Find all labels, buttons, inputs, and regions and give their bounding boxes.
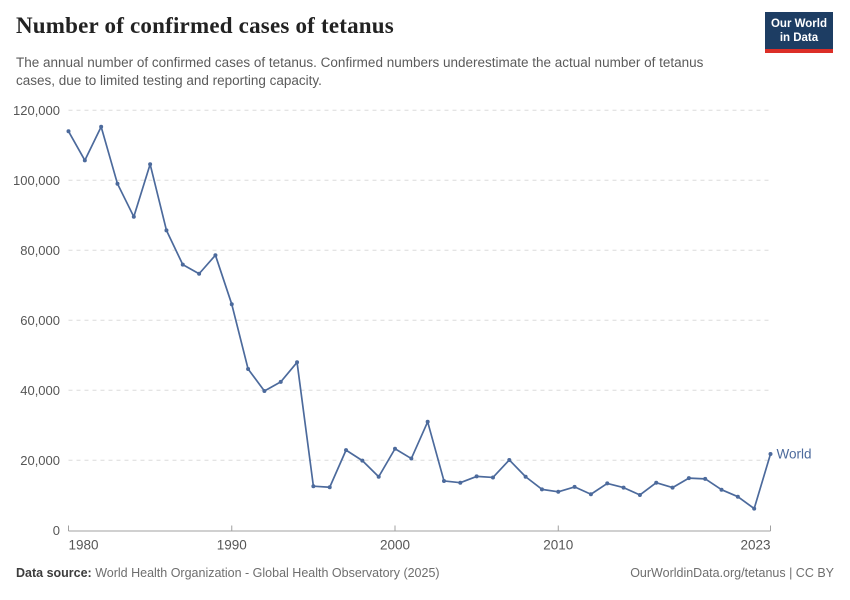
data-point[interactable] [376,474,381,479]
x-tick-label: 2023 [740,538,770,553]
data-point[interactable] [458,480,463,485]
data-point[interactable] [686,476,691,481]
data-source-label: Data source: [16,566,92,580]
data-point[interactable] [229,302,234,307]
data-point[interactable] [768,452,773,456]
world-line[interactable] [67,125,772,510]
data-point[interactable] [164,228,169,233]
data-point[interactable] [393,446,398,451]
data-point[interactable] [246,366,251,371]
series-end-label: World [777,447,812,462]
data-point[interactable] [148,162,153,167]
owid-logo-line1: Our World [770,18,827,30]
owid-logo-line2: in Data [779,32,819,45]
data-point[interactable] [490,475,495,480]
x-tick-label: 2000 [380,538,410,553]
data-point[interactable] [278,379,283,384]
data-point[interactable] [311,484,316,489]
data-point[interactable] [327,485,332,490]
data-point[interactable] [441,478,446,483]
y-tick-label: 80,000 [20,243,60,258]
data-point[interactable] [360,458,365,463]
data-point[interactable] [605,481,610,486]
y-tick-label: 100,000 [13,173,60,188]
data-point[interactable] [425,419,430,424]
data-point[interactable] [523,474,528,479]
y-tick-label: 60,000 [20,313,60,328]
data-point[interactable] [654,480,659,485]
data-point[interactable] [197,271,202,276]
data-point[interactable] [82,158,87,163]
x-tick-label: 2010 [543,538,573,553]
data-point[interactable] [180,262,185,267]
data-point[interactable] [99,124,104,129]
data-point[interactable] [588,492,593,497]
chart-subtitle: The annual number of confirmed cases of … [16,55,704,88]
data-point[interactable] [344,448,349,453]
data-point[interactable] [409,456,414,461]
data-point[interactable] [131,214,136,219]
data-point[interactable] [66,129,71,134]
page-title: Number of confirmed cases of tetanus [16,13,394,38]
data-point[interactable] [572,484,577,489]
data-source-text: World Health Organization - Global Healt… [91,566,440,580]
data-point[interactable] [556,489,561,494]
data-point[interactable] [735,494,740,499]
data-point[interactable] [115,181,120,186]
data-point[interactable] [507,457,512,462]
owid-logo[interactable]: Our World in Data [764,12,833,53]
data-point[interactable] [719,487,724,492]
data-point[interactable] [621,485,626,490]
data-point[interactable] [703,476,708,481]
data-point[interactable] [752,506,757,511]
data-point[interactable] [295,360,300,365]
data-point[interactable] [213,253,218,258]
y-tick-label: 0 [53,523,60,538]
credit-link[interactable]: OurWorldinData.org/tetanus | CC BY [630,566,834,580]
data-point[interactable] [539,487,544,492]
data-point[interactable] [670,485,675,490]
data-point[interactable] [637,492,642,497]
x-tick-label: 1980 [69,538,99,553]
data-point[interactable] [474,474,479,479]
y-tick-label: 40,000 [20,383,60,398]
data-source: Data source: World Health Organization -… [16,566,440,580]
chart-footer: Data source: World Health Organization -… [16,566,834,580]
y-tick-label: 120,000 [13,103,60,118]
data-point[interactable] [262,389,267,393]
x-tick-label: 1990 [217,538,247,553]
y-tick-label: 20,000 [20,453,60,468]
